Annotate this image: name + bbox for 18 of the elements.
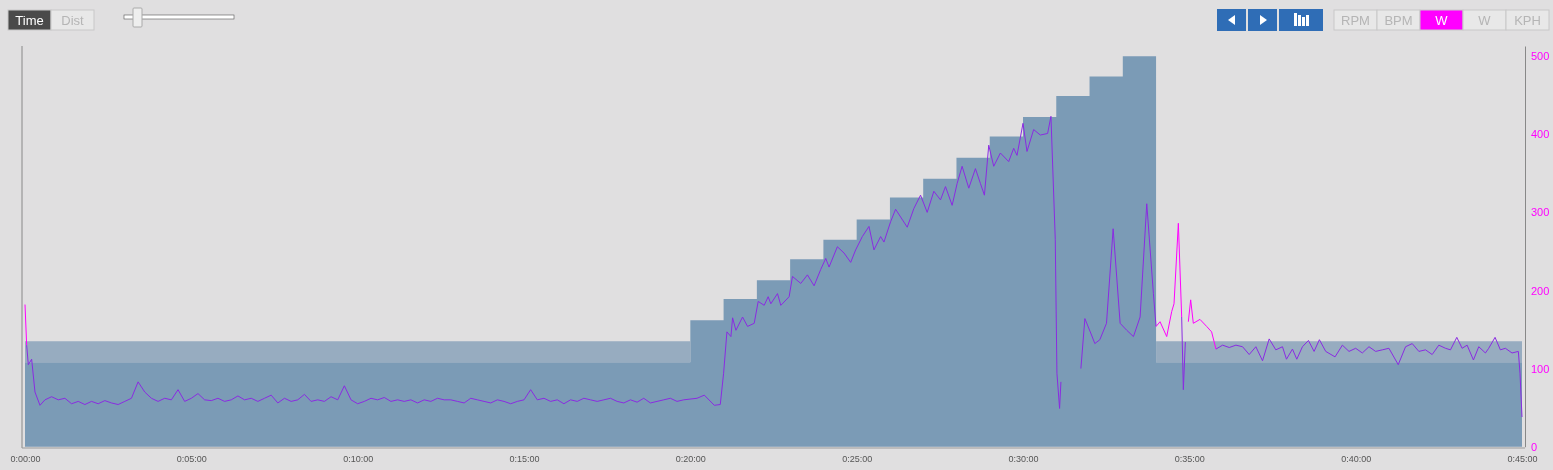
x-tick-label: 0:00:00 (10, 454, 41, 465)
x-tick-label: 0:20:00 (675, 454, 706, 465)
x-tick-label: 0:10:00 (343, 454, 374, 465)
x-tick-label: 0:15:00 (509, 454, 540, 465)
y-tick-label: 500 (1531, 50, 1550, 63)
toggle-button: W (1419, 9, 1464, 31)
x-tick-label: 0:35:00 (1174, 454, 1205, 465)
toggle-button: Time (7, 9, 52, 31)
y-tick-label: 300 (1531, 206, 1550, 219)
x-tick-label: 0:25:00 (842, 454, 873, 465)
y-tick-label: 100 (1531, 362, 1550, 375)
y-tick-label: 0 (1531, 440, 1538, 453)
x-tick-label: 0:45:00 (1507, 454, 1538, 465)
x-tick-label: 0:05:00 (176, 454, 207, 465)
x-tick-label: 0:30:00 (1008, 454, 1039, 465)
y-tick-label: 200 (1531, 284, 1550, 297)
y-tick-label: 400 (1531, 128, 1550, 141)
x-tick-label: 0:40:00 (1341, 454, 1372, 465)
